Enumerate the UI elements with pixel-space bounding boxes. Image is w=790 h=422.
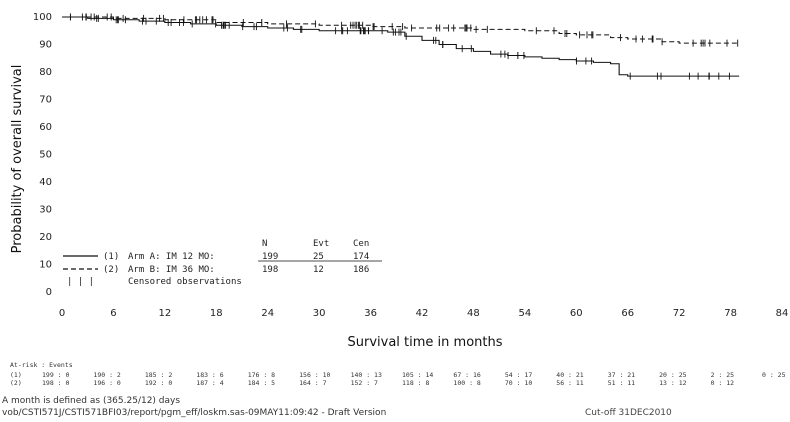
y-tick-label-1: 10 [39, 260, 52, 271]
risk-row-key-2: (2) [10, 379, 22, 387]
x-tick-label-5: 30 [313, 308, 326, 319]
x-tick-label-1: 6 [110, 308, 116, 319]
risk-row-key-1: (1) [10, 371, 22, 379]
risk-cell-1-14: 0 : 25 [762, 371, 786, 379]
legend-label-1: Arm A: IM 12 MO: [128, 252, 215, 262]
footer-cutoff: Cut-off 31DEC2010 [585, 408, 672, 418]
x-axis-title: Survival time in months [348, 335, 503, 350]
risk-cell-1-1: 190 : 2 [93, 371, 120, 379]
x-tick-label-8: 48 [467, 308, 480, 319]
y-axis: 0 10 20 30 40 50 60 70 80 90 100 [33, 12, 52, 298]
risk-table: At-risk : Events (1) 199 : 0 190 : 2 185 : … [10, 361, 786, 387]
legend-key-2: (2) [103, 265, 119, 275]
y-tick-label-8: 80 [39, 67, 52, 78]
legend-cen-2: 186 [353, 265, 369, 275]
y-tick-label-6: 60 [39, 122, 52, 133]
risk-cell-1-5: 156 : 10 [299, 371, 330, 379]
risk-cell-1-9: 54 : 17 [505, 371, 532, 379]
series-line-2 [62, 16, 740, 44]
risk-cell-2-1: 196 : 0 [93, 379, 120, 387]
risk-cell-2-12: 13 : 12 [659, 379, 686, 387]
risk-cell-2-13: 0 : 12 [711, 379, 735, 387]
legend-header-evt: Evt [313, 239, 329, 249]
risk-cell-1-11: 37 : 21 [608, 371, 635, 379]
risk-cell-2-0: 198 : 0 [42, 379, 69, 387]
risk-cell-1-4: 176 : 8 [248, 371, 275, 379]
risk-cell-1-0: 199 : 0 [42, 371, 69, 379]
censor-marks-1 [96, 14, 730, 80]
legend-n-1: 199 [262, 252, 278, 262]
legend-header-cen: Cen [353, 239, 369, 249]
legend-evt-2: 12 [313, 265, 324, 275]
risk-cell-1-13: 2 : 25 [711, 371, 735, 379]
x-tick-label-4: 24 [261, 308, 274, 319]
risk-cell-2-8: 100 : 8 [453, 379, 480, 387]
risk-cell-1-12: 20 : 25 [659, 371, 686, 379]
y-tick-label-10: 100 [33, 12, 52, 23]
x-tick-label-2: 12 [158, 308, 171, 319]
risk-cell-2-2: 192 : 0 [145, 379, 172, 387]
risk-cell-2-4: 184 : 5 [248, 379, 275, 387]
legend-cen-1: 174 [353, 252, 369, 262]
x-tick-label-7: 42 [416, 308, 429, 319]
risk-cell-1-3: 183 : 6 [196, 371, 223, 379]
legend-header-n: N [262, 239, 267, 249]
risk-cell-1-7: 105 : 14 [402, 371, 433, 379]
risk-table-title: At-risk : Events [10, 361, 73, 369]
x-tick-label-10: 60 [570, 308, 583, 319]
risk-cell-2-3: 187 : 4 [196, 379, 223, 387]
risk-cell-1-2: 185 : 2 [145, 371, 172, 379]
y-tick-label-2: 20 [39, 232, 52, 243]
x-tick-label-3: 18 [210, 308, 223, 319]
footer-month-definition: A month is defined as (365.25/12) days [2, 396, 181, 406]
y-tick-label-5: 50 [39, 150, 52, 161]
risk-cell-1-8: 67 : 16 [453, 371, 480, 379]
y-axis-title: Probability of overall survival [10, 65, 25, 254]
x-tick-label-13: 78 [724, 308, 737, 319]
x-tick-label-0: 0 [59, 308, 65, 319]
y-tick-label-9: 90 [39, 40, 52, 51]
legend-label-2: Arm B: IM 36 MO: [128, 265, 215, 275]
risk-cell-1-6: 140 : 13 [351, 371, 382, 379]
risk-cell-2-6: 152 : 7 [351, 379, 378, 387]
legend-key-1: (1) [103, 252, 119, 262]
y-tick-label-3: 30 [39, 205, 52, 216]
x-axis: 0 6 12 18 24 30 36 42 48 54 60 66 72 78 84 [59, 308, 789, 319]
y-tick-label-7: 70 [39, 95, 52, 106]
series-line-1 [62, 16, 740, 77]
risk-cell-2-11: 51 : 11 [608, 379, 635, 387]
x-tick-label-6: 36 [364, 308, 377, 319]
legend-n-2: 198 [262, 265, 278, 275]
risk-cell-1-10: 40 : 21 [556, 371, 583, 379]
censor-marks-2 [69, 13, 739, 47]
risk-cell-2-7: 118 : 8 [402, 379, 429, 387]
x-tick-label-14: 84 [776, 308, 789, 319]
y-tick-label-0: 0 [46, 287, 52, 298]
survival-curves [62, 13, 740, 80]
risk-cell-2-5: 164 : 7 [299, 379, 326, 387]
legend-key-censored: | | | [67, 277, 94, 287]
legend-label-censored: Censored observations [128, 277, 242, 287]
legend: N Evt Cen (1) Arm A: IM 12 MO: 199 25 17… [63, 239, 382, 287]
risk-cell-2-10: 56 : 11 [556, 379, 583, 387]
legend-evt-1: 25 [313, 252, 324, 262]
x-tick-label-9: 54 [518, 308, 531, 319]
y-tick-label-4: 40 [39, 177, 52, 188]
x-tick-label-12: 72 [673, 308, 686, 319]
x-tick-label-11: 66 [621, 308, 634, 319]
footer-program-path: vob/CSTI571J/CSTI571BFI03/report/pgm_eff… [2, 408, 387, 418]
risk-cell-2-9: 70 : 10 [505, 379, 532, 387]
